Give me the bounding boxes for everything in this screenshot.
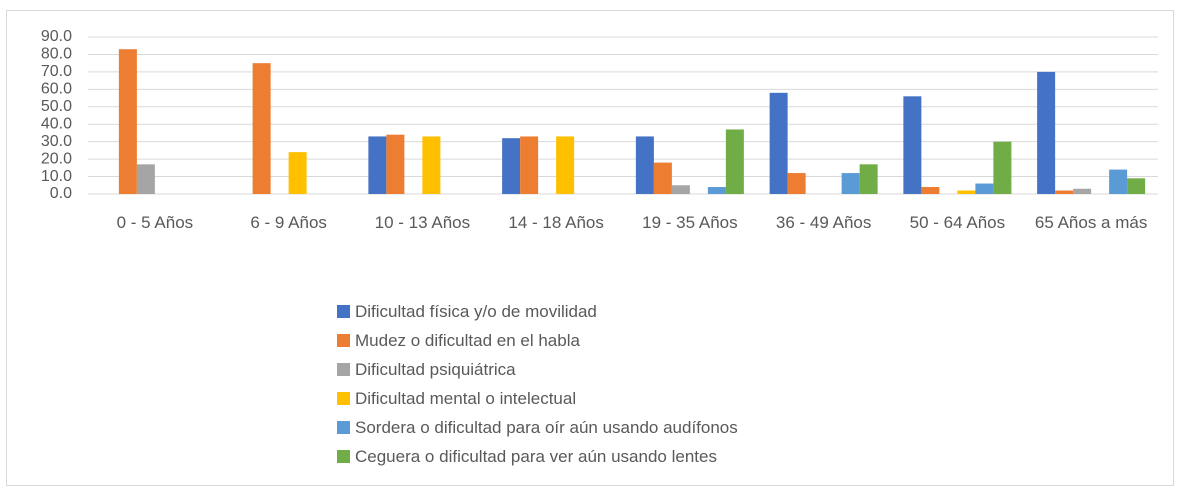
- bar: [118, 49, 137, 194]
- legend-item: Dificultad mental o intelectual: [337, 384, 738, 413]
- legend-label: Mudez o dificultad en el habla: [355, 330, 580, 350]
- bar: [921, 187, 940, 194]
- bar: [386, 134, 405, 194]
- legend-swatch: [337, 305, 350, 318]
- bar: [1127, 178, 1146, 194]
- legend: Dificultad física y/o de movilidad Mudez …: [337, 297, 738, 471]
- y-tick-label: 0.0: [50, 185, 72, 202]
- legend-swatch: [337, 392, 350, 405]
- legend-label: Dificultad psiquiátrica: [355, 359, 516, 379]
- bar: [502, 138, 521, 194]
- bar: [520, 136, 539, 194]
- x-tick-label: 19 - 35 Años: [642, 213, 738, 232]
- legend-swatch: [337, 363, 350, 376]
- x-tick-label: 36 - 49 Años: [775, 213, 872, 232]
- bar: [368, 136, 387, 194]
- legend-label: Dificultad mental o intelectual: [355, 388, 577, 408]
- y-tick-label: 50.0: [41, 98, 72, 115]
- legend-label: Ceguera o dificultad para ver aún usando…: [355, 446, 717, 466]
- bar: [993, 141, 1012, 194]
- y-tick-label: 30.0: [41, 133, 72, 150]
- legend-item: Sordera o dificultad para oír aún usando…: [337, 413, 738, 442]
- y-tick-label: 40.0: [41, 115, 72, 132]
- legend-swatch: [337, 421, 350, 434]
- y-tick-label: 70.0: [41, 63, 72, 80]
- y-tick-label: 60.0: [41, 81, 72, 98]
- bar: [975, 183, 994, 194]
- bar: [1037, 71, 1056, 194]
- bar: [635, 136, 654, 194]
- chart-frame: [6, 10, 1174, 486]
- y-tick-label: 10.0: [41, 168, 72, 185]
- legend-label: Dificultad física y/o de movilidad: [355, 301, 597, 321]
- bar: [653, 162, 672, 194]
- bar: [136, 164, 155, 194]
- legend-swatch: [337, 450, 350, 463]
- bar: [957, 190, 976, 194]
- bar: [1109, 169, 1128, 194]
- legend-item: Ceguera o dificultad para ver aún usando…: [337, 442, 738, 471]
- legend-item: Dificultad psiquiátrica: [337, 355, 738, 384]
- bar: [671, 185, 690, 194]
- x-tick-label: 6 - 9 Años: [250, 213, 327, 232]
- legend-item: Mudez o dificultad en el habla: [337, 326, 738, 355]
- x-tick-label: 0 - 5 Años: [116, 213, 194, 232]
- bar: [787, 173, 806, 194]
- bar: [725, 129, 744, 194]
- y-tick-label: 20.0: [41, 150, 72, 167]
- bar: [1073, 188, 1092, 194]
- bar: [1055, 190, 1074, 194]
- y-tick-label: 80.0: [41, 46, 72, 63]
- bar: [252, 63, 271, 194]
- bar: [859, 164, 878, 194]
- bar: [556, 136, 575, 194]
- legend-label: Sordera o dificultad para oír aún usando…: [355, 417, 738, 437]
- bar: [422, 136, 441, 194]
- bar: [707, 187, 726, 194]
- bar: [288, 152, 307, 194]
- y-tick-label: 90.0: [41, 28, 72, 45]
- x-tick-label: 65 Años a más: [1034, 213, 1148, 232]
- bar: [841, 173, 860, 194]
- legend-item: Dificultad física y/o de movilidad: [337, 297, 738, 326]
- x-tick-label: 10 - 13 Años: [374, 213, 471, 232]
- bar: [769, 92, 788, 194]
- x-tick-label: 14 - 18 Años: [508, 213, 604, 232]
- bar: [903, 96, 922, 194]
- x-tick-label: 50 - 64 Años: [909, 213, 1006, 232]
- legend-swatch: [337, 334, 350, 347]
